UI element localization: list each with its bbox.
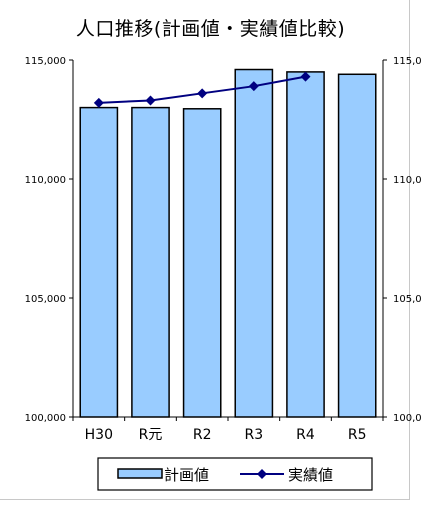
point-実績値 bbox=[248, 81, 259, 92]
x-tick-label: R元 bbox=[139, 427, 163, 443]
bar-計画値 bbox=[337, 73, 377, 418]
y-tick-label-right: 105,0 bbox=[393, 294, 421, 305]
bar-計画値 bbox=[234, 68, 274, 418]
y-tick-label-left: 105,000 bbox=[25, 294, 66, 305]
y-tick-label-left: 110,000 bbox=[25, 175, 66, 186]
bar-計画値 bbox=[182, 108, 222, 418]
x-tick-label: R5 bbox=[348, 427, 367, 443]
y-tick-label-left: 115,000 bbox=[25, 56, 66, 67]
point-実績値 bbox=[93, 97, 104, 108]
point-実績値 bbox=[197, 88, 208, 99]
bar-計画値 bbox=[286, 71, 325, 418]
x-tick-label: R3 bbox=[245, 427, 264, 443]
point-実績値 bbox=[145, 95, 156, 106]
point-実績値 bbox=[300, 71, 311, 82]
chart-frame bbox=[0, 0, 410, 500]
legend-label-line: 実績値 bbox=[288, 466, 333, 484]
chart-title: 人口推移(計画値・実績値比較) bbox=[75, 18, 346, 40]
legend-label-bar: 計画値 bbox=[164, 466, 209, 484]
y-tick-label-right: 100,0 bbox=[393, 413, 421, 424]
legend-marker-line bbox=[257, 469, 267, 479]
y-tick-label-left: 100,000 bbox=[25, 413, 66, 424]
x-tick-label: R2 bbox=[193, 427, 212, 443]
bar-計画値 bbox=[131, 106, 170, 418]
legend-swatch-bar bbox=[117, 468, 163, 479]
bar-計画値 bbox=[79, 106, 119, 418]
y-tick-label-right: 115,0 bbox=[393, 56, 421, 67]
y-tick-label-right: 110,0 bbox=[393, 175, 421, 186]
x-tick-label: H30 bbox=[85, 427, 113, 443]
x-tick-label: R4 bbox=[296, 427, 315, 443]
